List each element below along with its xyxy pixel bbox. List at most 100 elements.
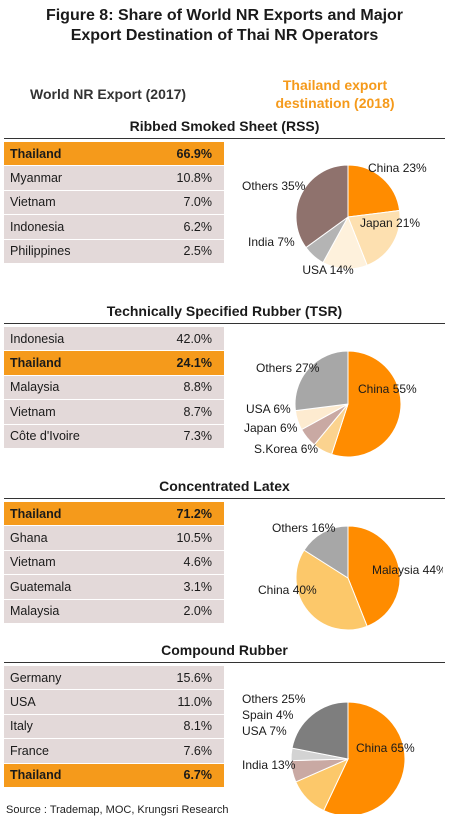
export-share-table: Indonesia 42.0% Thailand 24.1% Malaysia 8.8% V… <box>4 327 224 449</box>
country-name: Vietnam <box>4 399 138 425</box>
export-share: 2.0% <box>131 599 224 624</box>
table-row: Italy 8.1% <box>4 714 224 740</box>
pie-slice-label: China 40% <box>258 583 317 597</box>
country-name: Thailand <box>4 763 124 788</box>
pie-slice <box>295 164 349 249</box>
country-name: Indonesia <box>4 327 138 352</box>
export-share: 42.0% <box>137 327 224 352</box>
pie-slice-label: Others 27% <box>256 361 320 375</box>
export-share: 10.5% <box>131 525 224 551</box>
country-name: Indonesia <box>4 214 131 240</box>
figure-title-line-2: Export Destination of Thai NR Operators <box>70 27 379 44</box>
country-name: Vietnam <box>4 550 132 576</box>
section-title: Compound Rubber <box>161 642 288 658</box>
table-row: Germany 15.6% <box>4 666 224 691</box>
export-share-table: Thailand 71.2% Ghana 10.5% Vietnam 4.6% Guatem… <box>4 502 224 624</box>
destination-pie-chart: Malaysia 44% China 40% Others 16% <box>258 521 443 631</box>
pie-slice <box>330 350 402 458</box>
table-row: France 7.6% <box>4 738 224 764</box>
table-row: Indonesia 6.2% <box>4 214 224 240</box>
destination-pie-chart: China 23% Japan 21% USA 14% India 7% Others … <box>242 161 427 277</box>
section-title: Concentrated Latex <box>159 478 290 494</box>
section-title: Ribbed Smoked Sheet (RSS) <box>129 118 320 134</box>
pie-slice-label: Japan 6% <box>244 421 298 435</box>
country-name: Thailand <box>4 142 131 167</box>
table-row: Thailand 66.9% <box>4 142 224 167</box>
export-share: 4.6% <box>131 550 224 576</box>
pie-slice <box>291 701 349 760</box>
export-share: 8.1% <box>123 714 224 740</box>
table-row: Philippines 2.5% <box>4 239 224 264</box>
pie-slice <box>295 549 368 631</box>
country-name: Philippines <box>4 239 131 264</box>
export-share: 7.0% <box>130 190 224 216</box>
pie-slice <box>347 164 401 218</box>
pie-slice-label: S.Korea 6% <box>254 442 318 456</box>
table-row: Malaysia 2.0% <box>4 599 224 624</box>
country-name: Ghana <box>4 525 132 551</box>
destination-pie-chart: China 65% India 13% USA 7% Spain 4% Others 2… <box>242 692 415 814</box>
section-title: Technically Specified Rubber (TSR) <box>106 303 343 319</box>
pie-slice <box>347 209 401 266</box>
export-share: 11.0% <box>123 689 224 715</box>
section-divider <box>4 498 445 499</box>
pie-slice-label: Spain 4% <box>242 708 294 722</box>
section-divider <box>4 138 445 139</box>
export-share: 8.7% <box>137 399 224 425</box>
table-row: Vietnam 7.0% <box>4 190 224 216</box>
table-row: Ghana 10.5% <box>4 525 224 551</box>
pie-slice-label: Japan 21% <box>360 216 420 230</box>
country-name: Italy <box>4 714 124 740</box>
pie-slice-label: USA 7% <box>242 724 287 738</box>
country-name: Thailand <box>4 350 138 376</box>
pie-slice-label: USA 6% <box>246 402 291 416</box>
source-note: Source : Trademap, MOC, Krungsri Researc… <box>6 804 229 816</box>
pie-slice-label: Others 35% <box>242 179 306 193</box>
table-row: Myanmar 10.8% <box>4 165 224 191</box>
thailand-destination-header-line-2: destination (2018) <box>275 95 395 111</box>
export-share: 2.5% <box>130 239 224 264</box>
world-export-header: World NR Export (2017) <box>30 86 187 102</box>
pie-slice-label: Others 25% <box>242 692 306 706</box>
export-share: 71.2% <box>131 502 224 527</box>
table-row: Thailand 24.1% <box>4 350 224 376</box>
export-share: 3.1% <box>131 574 224 600</box>
pie-slice-label: China 55% <box>358 382 417 396</box>
export-share: 7.3% <box>137 424 224 449</box>
export-share-table: Thailand 66.9% Myanmar 10.8% Vietnam 7.0% Indo… <box>4 142 224 264</box>
thailand-destination-header-line-1: Thailand export <box>282 77 388 93</box>
pie-slice-label: China 65% <box>356 741 415 755</box>
pie-slice-label: China 23% <box>368 161 427 175</box>
country-name: Vietnam <box>4 190 131 216</box>
table-row: Indonesia 42.0% <box>4 327 224 352</box>
pie-slice-label: Others 16% <box>272 521 336 535</box>
section-divider <box>4 662 445 663</box>
country-name: USA <box>4 689 124 715</box>
country-name: Guatemala <box>4 574 132 600</box>
destination-pie-chart: China 55% S.Korea 6% Japan 6% USA 6% Others … <box>244 350 417 458</box>
country-name: Malaysia <box>4 599 132 624</box>
country-name: Germany <box>4 666 124 691</box>
pie-slice-label: India 7% <box>248 235 295 249</box>
table-row: USA 11.0% <box>4 689 224 715</box>
table-row: Côte d'Ivoire 7.3% <box>4 424 224 449</box>
figure-title: Figure 8: Share of World NR Exports and … <box>0 6 449 46</box>
pie-slice-label: USA 14% <box>302 263 354 277</box>
table-row: Malaysia 8.8% <box>4 375 224 401</box>
thailand-destination-header: Thailand export destination (2018) <box>255 76 415 112</box>
pie-slice <box>303 525 349 579</box>
table-row: Vietnam 4.6% <box>4 550 224 576</box>
pie-slice-label: Malaysia 44% <box>372 563 443 577</box>
table-row: Vietnam 8.7% <box>4 399 224 425</box>
pie-slice <box>347 525 401 627</box>
pie-slice <box>323 701 406 814</box>
country-name: France <box>4 738 124 764</box>
table-row: Thailand 71.2% <box>4 502 224 527</box>
export-share: 15.6% <box>123 666 224 691</box>
country-name: Thailand <box>4 502 132 527</box>
country-name: Malaysia <box>4 375 138 401</box>
export-share: 6.2% <box>130 214 224 240</box>
export-share: 6.7% <box>123 763 224 788</box>
export-share: 10.8% <box>130 165 224 191</box>
section-divider <box>4 323 445 324</box>
